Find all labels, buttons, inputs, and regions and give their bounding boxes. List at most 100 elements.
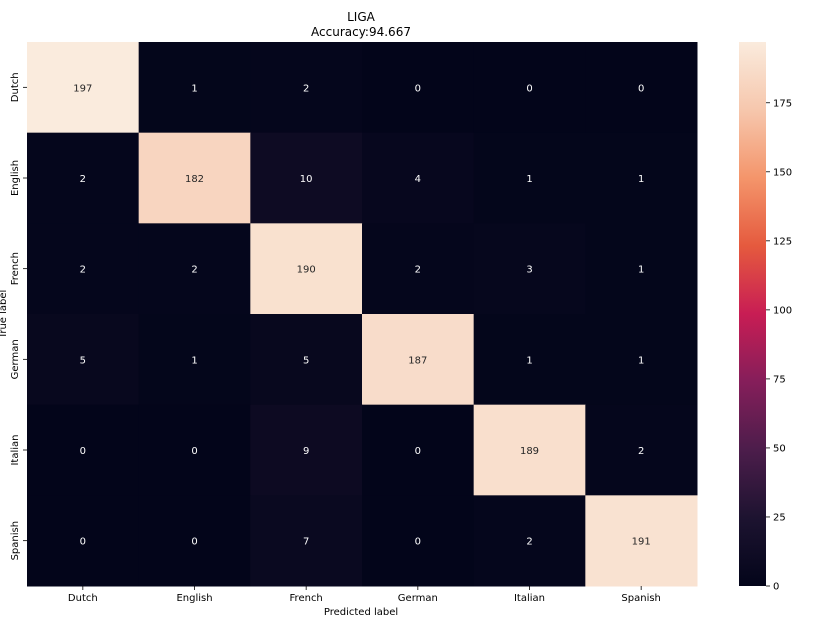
colorbar (739, 42, 766, 586)
heatmap-cell (473, 223, 586, 315)
cell-value-label: 0 (415, 446, 421, 457)
heatmap-cell (473, 404, 586, 496)
heatmap-cell (362, 404, 475, 496)
cell-value-label: 0 (191, 537, 197, 548)
heatmap-cell (250, 42, 363, 134)
cell-value-label: 4 (415, 174, 421, 185)
cell-value-label: 0 (415, 83, 421, 94)
heatmap-cell (473, 132, 586, 224)
heatmap-cell (473, 495, 586, 587)
heatmap-cell (362, 42, 475, 134)
x-tick-label: German (398, 593, 438, 604)
cell-value-label: 0 (526, 83, 532, 94)
cell-value-label: 0 (638, 83, 644, 94)
cell-value-label: 187 (408, 355, 427, 366)
cell-value-label: 2 (80, 265, 86, 276)
x-tick-label: Italian (514, 593, 545, 604)
cell-value-label: 5 (80, 355, 86, 366)
y-tick-label: English (10, 160, 21, 196)
cell-value-label: 5 (303, 355, 309, 366)
cell-value-label: 1 (526, 355, 532, 366)
cell-value-label: 10 (300, 174, 313, 185)
heatmap-cells: 197 1 2 0 0 02 182 10 4 1 12 2 190 2 3 15 1 5 187 1 10 0 9 0 189… (27, 42, 698, 587)
cell-value-label: 182 (185, 174, 204, 185)
heatmap-cell (362, 223, 475, 315)
colorbar-tick-label: 125 (773, 236, 792, 247)
heatmap-cell (250, 132, 363, 224)
colorbar-tick-label: 25 (773, 512, 786, 523)
cell-value-label: 197 (73, 83, 92, 94)
x-axis-label: Predicted label (324, 607, 398, 618)
cell-value-label: 0 (191, 446, 197, 457)
y-tick-label: German (10, 339, 21, 379)
heatmap-cell (362, 314, 475, 406)
cell-value-label: 2 (191, 265, 197, 276)
heatmap-cell (27, 223, 140, 315)
y-axis-ticks: Dutch English French German Italian Spanish (10, 72, 27, 560)
heatmap-cell (362, 495, 475, 587)
y-tick-label: Dutch (10, 72, 21, 102)
cell-value-label: 0 (415, 537, 421, 548)
cell-value-label: 0 (80, 446, 86, 457)
heatmap-cell (585, 314, 698, 406)
cell-value-label: 190 (297, 265, 316, 276)
colorbar-tick-label: 150 (773, 167, 792, 178)
heatmap-cell (138, 132, 251, 224)
cell-value-label: 1 (526, 174, 532, 185)
x-tick-label: French (290, 593, 323, 604)
cell-value-label: 2 (415, 265, 421, 276)
heatmap-cell (250, 404, 363, 496)
cell-value-label: 1 (638, 355, 644, 366)
cell-value-label: 189 (520, 446, 539, 457)
heatmap-cell (362, 132, 475, 224)
heatmap-cell (138, 404, 251, 496)
heatmap-cell (138, 495, 251, 587)
cell-value-label: 2 (80, 174, 86, 185)
cell-value-label: 3 (526, 265, 532, 276)
colorbar-tick-label: 0 (773, 582, 779, 593)
cell-value-label: 0 (80, 537, 86, 548)
cell-value-label: 2 (526, 537, 532, 548)
cell-value-label: 1 (638, 265, 644, 276)
heatmap-cell (27, 132, 140, 224)
heatmap-cell (27, 42, 140, 134)
heatmap-cell (250, 223, 363, 315)
heatmap-cell (138, 314, 251, 406)
colorbar-ticks: 0 25 50 75 100 125 150 175 (766, 98, 792, 593)
heatmap-cell (250, 495, 363, 587)
heatmap-cell (473, 314, 586, 406)
cell-value-label: 2 (638, 446, 644, 457)
heatmap-cell (585, 404, 698, 496)
x-tick-label: English (176, 593, 212, 604)
cell-value-label: 2 (303, 83, 309, 94)
heatmap-cell (27, 314, 140, 406)
colorbar-tick-label: 75 (773, 374, 786, 385)
colorbar-tick-label: 175 (773, 98, 792, 109)
heatmap-cell (27, 404, 140, 496)
cell-value-label: 9 (303, 446, 309, 457)
x-tick-label: Dutch (68, 593, 98, 604)
colorbar-tick-label: 50 (773, 443, 786, 454)
y-tick-label: Spanish (10, 521, 21, 561)
heatmap-cell (473, 42, 586, 134)
x-tick-label: Spanish (621, 593, 661, 604)
heatmap-cell (250, 314, 363, 406)
heatmap-cell (585, 132, 698, 224)
cell-value-label: 7 (303, 537, 309, 548)
y-tick-label: Italian (10, 434, 21, 465)
cell-value-label: 191 (632, 537, 651, 548)
y-tick-label: French (10, 252, 21, 285)
cell-value-label: 1 (638, 174, 644, 185)
heatmap-cell (585, 495, 698, 587)
colorbar-tick-label: 100 (773, 305, 792, 316)
heatmap-cell (585, 42, 698, 134)
cell-value-label: 1 (191, 355, 197, 366)
x-axis-ticks: Dutch English French German Italian Spanish (68, 586, 661, 604)
heatmap-cell (138, 42, 251, 134)
chart-title: LIGA (347, 10, 376, 24)
heatmap-cell (585, 223, 698, 315)
heatmap-cell (138, 223, 251, 315)
heatmap-cell (27, 495, 140, 587)
